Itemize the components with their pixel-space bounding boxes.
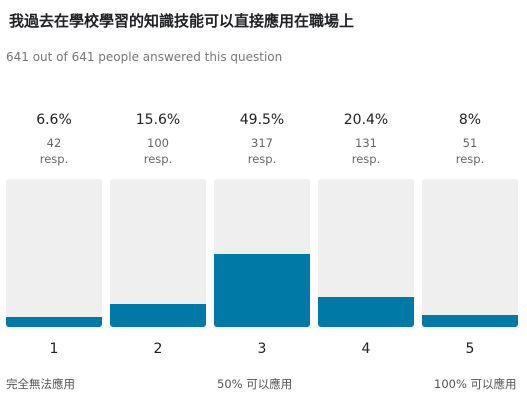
bar-track <box>110 179 206 327</box>
percent-label: 8% <box>458 112 482 128</box>
percent-label: 6.6% <box>36 112 72 128</box>
answered-count: 641 out of 641 people answered this ques… <box>6 50 283 64</box>
response-unit-label: resp. <box>351 152 381 166</box>
percent-label: 49.5% <box>239 112 285 128</box>
bar-track <box>422 179 518 327</box>
bar-fill <box>6 317 102 327</box>
category-label: 2 <box>153 341 163 357</box>
bar-fill <box>214 254 310 327</box>
category-label: 1 <box>49 341 59 357</box>
bar-fill <box>110 304 206 327</box>
response-unit-label: resp. <box>247 152 277 166</box>
response-unit-label: resp. <box>143 152 173 166</box>
response-count: 317 <box>251 136 273 150</box>
response-unit-label: resp. <box>39 152 69 166</box>
response-count: 42 <box>46 136 62 150</box>
percent-label: 20.4% <box>343 112 389 128</box>
anchor-mid-label: 50% 可以應用 <box>217 377 293 391</box>
bar-fill <box>318 297 414 327</box>
category-label: 3 <box>257 341 267 357</box>
anchor-low-label: 完全無法應用 <box>6 377 75 391</box>
category-label: 4 <box>361 341 371 357</box>
response-count: 100 <box>147 136 169 150</box>
response-unit-label: resp. <box>455 152 485 166</box>
anchor-high-label: 100% 可以應用 <box>434 377 517 391</box>
response-count: 51 <box>462 136 478 150</box>
bar-track <box>6 179 102 327</box>
category-label: 5 <box>465 341 475 357</box>
percent-label: 15.6% <box>135 112 181 128</box>
bar-fill <box>422 315 518 327</box>
bar-track <box>318 179 414 327</box>
response-count: 131 <box>355 136 377 150</box>
question-title: 我過去在學校學習的知識技能可以直接應用在職場上 <box>9 12 355 30</box>
bar-track <box>214 179 310 327</box>
